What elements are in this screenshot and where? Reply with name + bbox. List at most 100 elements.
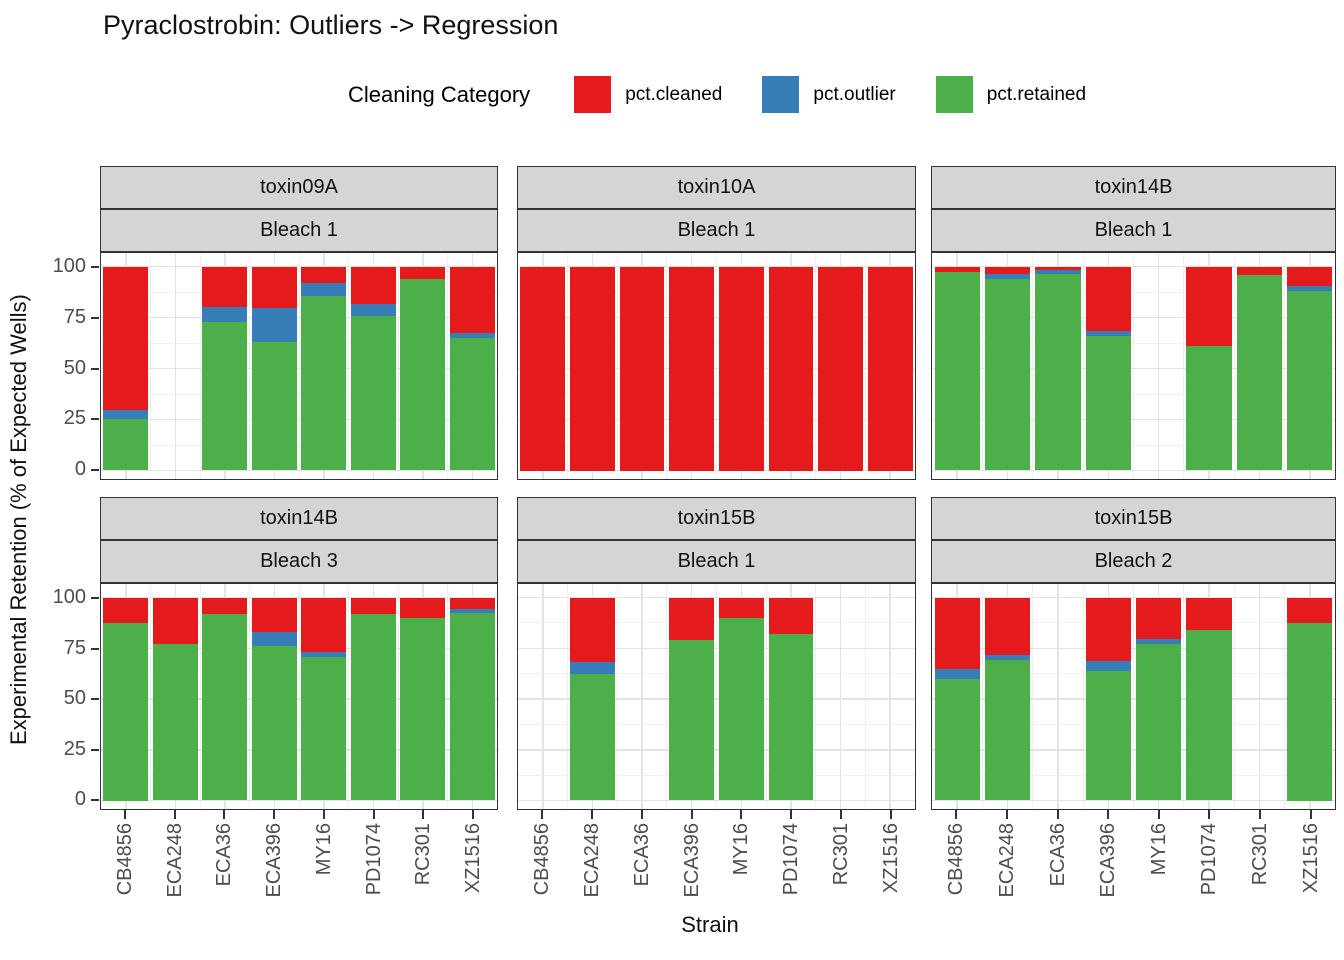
x-tick-label: ECA36 <box>213 823 236 887</box>
gridline-h-major <box>518 647 915 649</box>
gridline-h-major <box>518 596 915 599</box>
gridline-v-minor <box>348 584 349 809</box>
gridline-h-minor <box>932 673 1335 675</box>
bar-segment-retained <box>984 660 1031 801</box>
y-tick <box>91 266 99 268</box>
y-tick-label: 75 <box>63 636 86 659</box>
x-tick <box>640 810 643 819</box>
gridline-v-minor <box>397 253 399 479</box>
gridline-h-minor <box>518 774 915 776</box>
bar-segment-cleaned <box>934 597 980 669</box>
gridline-v-minor <box>864 253 866 479</box>
gridline-h-minor <box>932 723 1335 725</box>
bar-segment-cleaned <box>152 597 198 645</box>
bar-ECA396 <box>669 266 714 471</box>
gridline-h-minor <box>101 393 497 395</box>
bar-segment-cleaned <box>449 597 495 609</box>
bar-segment-cleaned <box>103 266 149 411</box>
bar-segment-cleaned <box>1085 597 1131 662</box>
bar-PD1074 <box>1186 266 1232 471</box>
bar-ECA36 <box>1035 266 1081 471</box>
x-tick <box>1157 810 1160 819</box>
bar-ECA248 <box>570 266 615 471</box>
y-tick-label: 25 <box>63 407 86 430</box>
y-tick <box>91 698 99 700</box>
x-tick-label: PD1074 <box>1198 823 1221 896</box>
y-tick <box>91 469 99 471</box>
bar-ECA396 <box>251 597 297 801</box>
gridline-v-minor <box>815 253 817 479</box>
gridline-v-minor <box>981 584 983 809</box>
x-tick <box>840 810 843 819</box>
facet-panel <box>100 252 498 480</box>
gridline-h-minor <box>518 622 915 624</box>
bar-segment-retained <box>1035 273 1081 471</box>
bar-segment-cleaned <box>1287 266 1333 286</box>
y-tick-label: 25 <box>63 737 86 760</box>
facet-strip-toxin: toxin15B <box>931 497 1336 540</box>
x-tick-label: RC301 <box>412 823 435 886</box>
x-tick-label: ECA36 <box>1046 823 1069 887</box>
gridline-v-minor <box>567 253 569 479</box>
bar-segment-retained <box>1186 346 1232 471</box>
x-tick <box>273 810 276 819</box>
bar-segment-outlier <box>449 332 495 338</box>
bar-segment-cleaned <box>1136 597 1182 640</box>
bar-CB4856 <box>520 266 566 471</box>
bar-segment-cleaned <box>1186 266 1232 347</box>
gridline-v-minor <box>1233 253 1235 479</box>
gridline-h-major <box>932 647 1335 649</box>
bar-segment-cleaned <box>202 266 248 308</box>
gridline-h-major <box>932 749 1335 751</box>
panel-scale <box>932 596 1335 802</box>
x-tick-label: XZ1516 <box>880 823 903 894</box>
gridline-v-major <box>1157 253 1160 479</box>
gridline-h-minor <box>101 622 497 624</box>
bar-segment-retained <box>1287 290 1333 471</box>
x-tick-label: MY16 <box>730 823 753 876</box>
bar-segment-retained <box>350 316 396 471</box>
legend-swatch-retained <box>935 76 973 113</box>
bar-ECA396 <box>1085 266 1131 471</box>
x-tick-label: CB4856 <box>113 823 136 896</box>
x-tick-label: ECA396 <box>263 823 286 898</box>
bar-segment-outlier <box>984 273 1031 279</box>
bar-segment-outlier <box>103 410 149 420</box>
gridline-h-major <box>932 265 1335 268</box>
gridline-h-minor <box>101 291 497 293</box>
facet-strip-bleach: Bleach 1 <box>517 540 916 583</box>
bar-PD1074 <box>768 597 814 801</box>
bar-segment-cleaned <box>400 597 446 618</box>
bar-segment-cleaned <box>449 266 495 333</box>
bar-XZ1516 <box>867 266 913 471</box>
gridline-v-minor <box>1284 253 1286 479</box>
x-tick <box>1056 810 1059 819</box>
bar-segment-retained <box>1136 644 1182 801</box>
facet-strip-bleach: Bleach 1 <box>100 209 498 252</box>
facet-strip-bleach: Bleach 1 <box>931 209 1336 252</box>
bar-segment-outlier <box>1085 661 1131 671</box>
y-tick-label: 75 <box>63 305 86 328</box>
bar-segment-cleaned <box>1085 266 1131 331</box>
bar-ECA248 <box>984 266 1031 471</box>
bar-MY16 <box>718 266 764 471</box>
x-tick-label: XZ1516 <box>1299 823 1322 894</box>
bar-segment-cleaned <box>1035 266 1081 270</box>
gridline-v-minor <box>1133 253 1134 479</box>
gridline-h-major <box>101 698 497 700</box>
bar-segment-retained <box>1287 622 1333 801</box>
gridline-h-major <box>932 316 1335 319</box>
gridline-h-minor <box>518 342 915 344</box>
bar-MY16 <box>301 266 347 471</box>
facet-strip-toxin: toxin14B <box>931 166 1336 209</box>
facet-strip-bleach: Bleach 1 <box>517 209 916 252</box>
gridline-v-minor <box>150 584 151 809</box>
gridline-v-minor <box>249 253 250 479</box>
gridline-h-major <box>932 367 1335 370</box>
bar-RC301 <box>818 266 863 471</box>
bar-MY16 <box>1136 597 1182 801</box>
bar-segment-cleaned <box>1186 597 1232 630</box>
bar-segment-cleaned <box>984 266 1031 274</box>
legend-item-retained: pct.retained <box>935 76 1086 113</box>
facet-panel <box>100 583 498 810</box>
